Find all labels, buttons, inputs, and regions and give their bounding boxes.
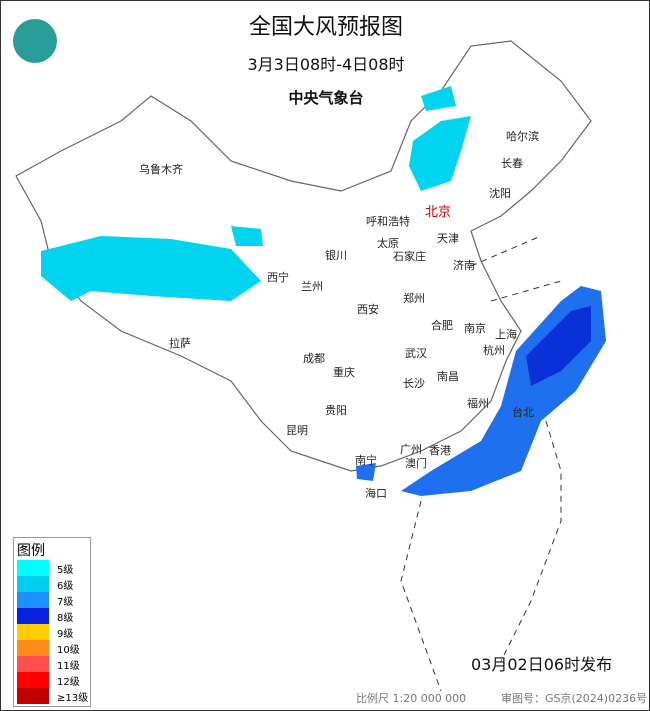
wind-area-level-7-beibu [356,463,376,481]
city-label: 合肥 [431,319,453,332]
city-label: 成都 [303,352,325,365]
city-label: 银川 [325,249,347,262]
legend-item: ≥13级 [14,688,90,704]
cma-logo [13,19,57,63]
legend-label: 5级 [57,564,74,576]
legend-swatch [17,608,49,624]
legend: 图例 5级 6级 7级 8级 9级 10级 11级 12级 ≥13级 [13,537,91,707]
city-label: 南京 [464,322,486,335]
legend-item: 8级 [14,608,90,624]
legend-swatch [17,624,49,640]
legend-swatch [17,576,49,592]
map-title: 全国大风预报图 [248,15,403,40]
issuer: 中央气象台 [288,89,364,107]
legend-swatch [17,592,49,608]
review-number: 审图号：GS京(2024)0236号 [501,692,648,705]
city-label: 南昌 [437,370,459,383]
legend-swatch [17,640,49,656]
city-label: 太原 [377,237,399,250]
city-label: 澳门 [405,457,427,470]
city-label: 台北 [512,406,534,419]
legend-item: 12级 [14,672,90,688]
city-label: 杭州 [483,344,505,357]
legend-item: 5级 [14,560,90,576]
city-label: 广州 [400,443,422,456]
city-label: 拉萨 [169,337,191,350]
city-label: 沈阳 [489,187,511,200]
map-scale: 比例尺 1:20 000 000 [356,692,467,705]
forecast-period: 3月3日08时-4日08时 [247,55,405,74]
city-label: 乌鲁木齐 [139,163,183,176]
legend-label: 7级 [57,596,74,608]
city-label: 兰州 [301,280,323,293]
legend-item: 9级 [14,624,90,640]
city-label: 长沙 [403,377,425,390]
legend-label: 11级 [57,660,80,672]
city-label: 郑州 [403,292,425,305]
city-label: 贵阳 [325,404,347,417]
city-label: 香港 [429,444,451,457]
city-label: 重庆 [333,366,355,379]
city-label: 武汉 [405,347,427,360]
wind-area-level-6-north [409,116,471,191]
wind-area-level-8-east-sea [526,306,591,386]
city-label: 西安 [357,303,379,316]
legend-label: 8级 [57,612,74,624]
legend-swatch [17,688,49,704]
city-label: 西宁 [267,271,289,284]
wind-area-level-6-tibet [41,236,261,301]
city-label: 南宁 [355,454,377,467]
legend-label: 10级 [57,644,80,656]
legend-item: 6级 [14,576,90,592]
issue-time: 03月02日06时发布 [471,655,613,674]
city-label: 北京 [425,205,452,220]
city-label: 石家庄 [393,250,426,263]
legend-item: 10级 [14,640,90,656]
city-label: 呼和浩特 [366,215,410,228]
legend-swatch [17,656,49,672]
wind-area-level-6-qinghai [231,226,263,246]
city-label: 长春 [501,157,523,170]
city-label: 福州 [467,397,489,410]
city-label: 天津 [437,232,459,245]
city-label: 海口 [365,487,387,500]
city-label: 哈尔滨 [506,130,539,143]
legend-label: 12级 [57,676,80,688]
city-label: 济南 [453,259,475,272]
wind-area-level-6-northeast [421,86,456,111]
legend-item: 11级 [14,656,90,672]
legend-label: 6级 [57,580,74,592]
city-label: 上海 [495,328,517,341]
legend-label: ≥13级 [57,692,89,704]
maritime-boundary [400,235,562,692]
legend-title: 图例 [17,543,45,559]
legend-item: 7级 [14,592,90,608]
legend-label: 9级 [57,628,74,640]
legend-swatch [17,560,49,576]
city-label: 昆明 [286,424,308,437]
legend-swatch [17,672,49,688]
